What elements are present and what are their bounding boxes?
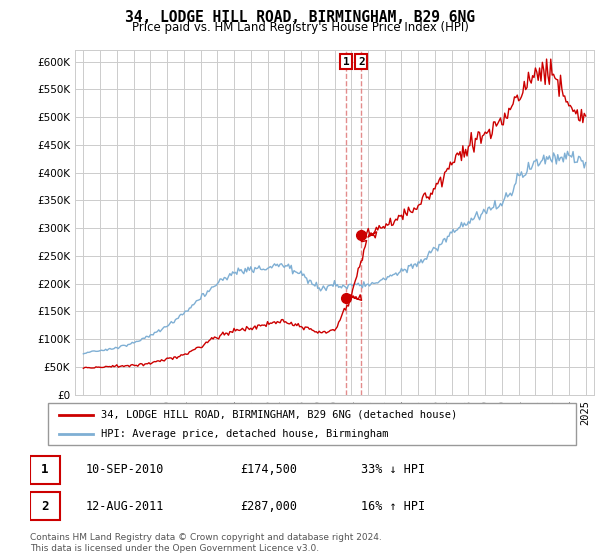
Text: 2: 2: [358, 57, 365, 67]
Text: 10-SEP-2010: 10-SEP-2010: [85, 463, 164, 476]
Text: £174,500: £174,500: [240, 463, 297, 476]
Text: 34, LODGE HILL ROAD, BIRMINGHAM, B29 6NG: 34, LODGE HILL ROAD, BIRMINGHAM, B29 6NG: [125, 10, 475, 25]
Text: HPI: Average price, detached house, Birmingham: HPI: Average price, detached house, Birm…: [101, 429, 388, 439]
Text: 2: 2: [41, 500, 49, 512]
Text: Price paid vs. HM Land Registry's House Price Index (HPI): Price paid vs. HM Land Registry's House …: [131, 21, 469, 34]
FancyBboxPatch shape: [30, 456, 61, 484]
FancyBboxPatch shape: [48, 403, 576, 445]
Text: 16% ↑ HPI: 16% ↑ HPI: [361, 500, 425, 512]
Text: £287,000: £287,000: [240, 500, 297, 512]
Text: 1: 1: [343, 57, 350, 67]
Text: 1: 1: [41, 463, 49, 476]
FancyBboxPatch shape: [30, 492, 61, 520]
Text: 12-AUG-2011: 12-AUG-2011: [85, 500, 164, 512]
Text: 33% ↓ HPI: 33% ↓ HPI: [361, 463, 425, 476]
Text: 34, LODGE HILL ROAD, BIRMINGHAM, B29 6NG (detached house): 34, LODGE HILL ROAD, BIRMINGHAM, B29 6NG…: [101, 409, 457, 419]
Text: Contains HM Land Registry data © Crown copyright and database right 2024.
This d: Contains HM Land Registry data © Crown c…: [30, 533, 382, 553]
